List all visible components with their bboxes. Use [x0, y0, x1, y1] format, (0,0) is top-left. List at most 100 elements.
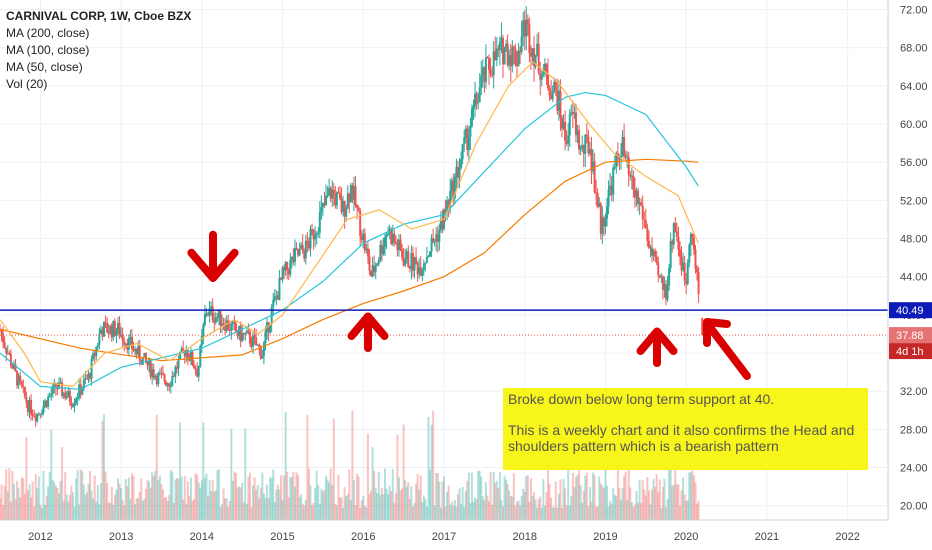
volume-bar: [79, 469, 82, 520]
volume-bar: [455, 506, 458, 520]
volume-bar: [106, 482, 109, 520]
volume-bar: [267, 498, 270, 520]
volume-bar: [84, 494, 87, 520]
candle-body: [539, 72, 542, 80]
candle-body: [596, 193, 599, 208]
candle-body: [609, 185, 612, 190]
candle-body: [89, 373, 92, 379]
volume-bar: [182, 499, 185, 520]
candle-body: [180, 348, 183, 352]
candle-body: [47, 396, 50, 407]
volume-bar: [411, 506, 414, 520]
volume-bar: [444, 506, 447, 520]
candle-body: [701, 317, 704, 336]
x-tick-label: 2021: [755, 531, 779, 543]
volume-bar: [33, 506, 36, 520]
volume-bar: [48, 472, 51, 520]
volume-bar: [331, 485, 334, 520]
candle-body: [385, 234, 388, 238]
volume-bar: [37, 476, 40, 520]
volume-bar: [169, 469, 172, 520]
candle-body: [70, 401, 73, 407]
candle-body: [370, 270, 373, 277]
candle-body: [663, 283, 666, 291]
legend-ma-200[interactable]: MA (200, close): [6, 26, 90, 40]
volume-bar: [200, 480, 203, 520]
candle-body: [50, 393, 53, 396]
candle-body: [9, 353, 12, 366]
volume-bar: [269, 477, 272, 520]
volume-bar: [396, 434, 399, 520]
volume-bar: [373, 470, 376, 520]
volume-bar: [132, 476, 135, 520]
volume-bar: [22, 478, 25, 520]
volume-bar: [694, 482, 697, 520]
volume-bar: [511, 496, 514, 520]
volume-bar: [581, 502, 584, 520]
volume-bar: [95, 501, 98, 520]
volume-bar: [174, 479, 177, 520]
volume-bar: [68, 494, 71, 520]
candle-body: [613, 167, 616, 169]
volume-bar: [641, 480, 644, 520]
legend-volume[interactable]: Vol (20): [6, 77, 48, 91]
candle-body: [503, 48, 506, 65]
candle-body: [222, 323, 225, 325]
candle-body: [152, 369, 155, 378]
candle-body: [57, 382, 60, 389]
candle-body: [34, 416, 37, 422]
candle-body: [239, 325, 242, 342]
candle-body: [81, 388, 84, 395]
candle-body: [562, 121, 565, 129]
volume-bar: [585, 472, 588, 520]
candle-body: [337, 192, 340, 194]
volume-bar: [424, 498, 427, 520]
last-price-tag-bg: [889, 327, 932, 344]
volume-bar: [534, 499, 537, 520]
candle-body: [531, 48, 534, 57]
volume-bar: [3, 485, 6, 520]
candle-body: [163, 374, 166, 382]
candle-body: [559, 90, 562, 118]
candle-body: [427, 256, 430, 258]
volume-bar: [354, 505, 357, 520]
candle-body: [210, 306, 213, 309]
legend-ma-50[interactable]: MA (50, close): [6, 60, 83, 74]
candle-body: [470, 108, 473, 127]
candle-body: [377, 259, 380, 264]
candle-body: [258, 344, 261, 348]
candle-body: [321, 202, 324, 207]
volume-bar: [590, 501, 593, 520]
candle-body: [155, 376, 158, 385]
candle-body: [691, 234, 694, 238]
candle-body: [298, 249, 301, 256]
candle-body: [255, 337, 258, 346]
candle-body: [158, 372, 161, 374]
volume-bar: [297, 474, 300, 520]
volume-bar: [143, 498, 146, 520]
volume-bar: [116, 478, 119, 520]
volume-bar: [692, 475, 695, 520]
last-price-tag: 37.88: [896, 330, 924, 342]
candle-body: [28, 399, 31, 412]
volume-bar: [522, 488, 525, 520]
candle-body: [435, 234, 438, 242]
candle-body: [30, 399, 33, 415]
volume-bar: [259, 487, 262, 520]
volume-bar: [677, 484, 680, 520]
volume-bar: [141, 500, 144, 520]
candle-body: [84, 378, 87, 380]
candle-body: [441, 219, 444, 229]
candle-body: [233, 321, 236, 324]
volume-bar: [9, 501, 12, 520]
volume-bar: [491, 504, 494, 520]
candle-body: [121, 334, 124, 341]
volume-bar: [266, 484, 269, 520]
volume-bar: [551, 506, 554, 520]
legend-ma-100[interactable]: MA (100, close): [6, 43, 90, 57]
volume-bar: [523, 492, 526, 520]
volume-bar: [163, 497, 166, 520]
candle-body: [132, 348, 135, 351]
candle-body: [286, 261, 289, 271]
candle-body: [331, 189, 334, 199]
